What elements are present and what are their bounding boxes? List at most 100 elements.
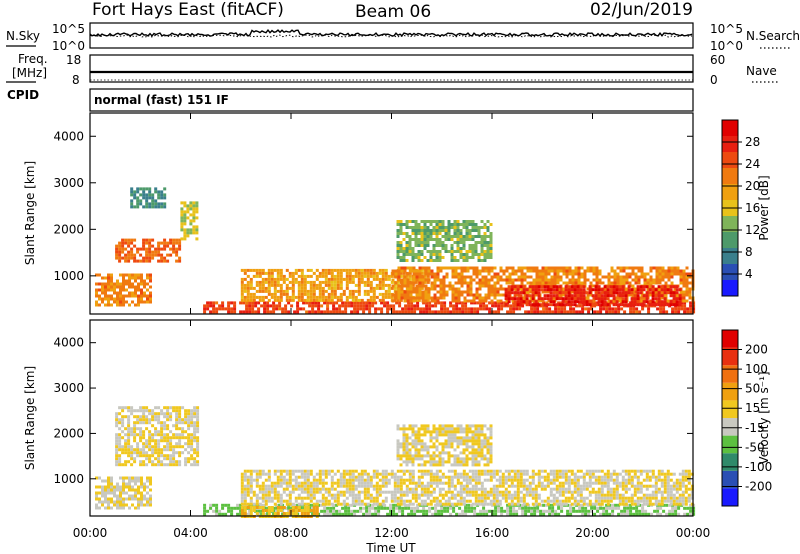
velocity-cell	[133, 451, 137, 455]
power-cell	[282, 292, 286, 296]
power-cell	[360, 277, 364, 281]
velocity-cell	[434, 509, 438, 513]
velocity-cell	[632, 506, 636, 510]
power-cell	[438, 232, 442, 235]
power-cell	[414, 232, 418, 235]
velocity-cell	[369, 496, 373, 500]
power-cell	[272, 307, 276, 311]
velocity-cell	[525, 484, 529, 488]
velocity-cell	[513, 469, 517, 473]
power-cell	[444, 232, 448, 235]
power-cell	[528, 285, 532, 289]
power-cell	[579, 288, 583, 292]
velocity-cell	[477, 472, 481, 476]
velocity-cell	[504, 481, 508, 485]
power-cell	[633, 300, 637, 304]
velocity-cell	[456, 475, 460, 479]
power-cell	[402, 250, 406, 253]
velocity-cell	[279, 502, 283, 506]
velocity-cell	[190, 433, 194, 437]
velocity-cell	[674, 509, 678, 513]
velocity-cell	[408, 469, 412, 473]
power-cell	[351, 289, 355, 293]
power-cell	[321, 268, 325, 272]
velocity-cell	[435, 499, 439, 503]
power-cell	[664, 293, 668, 297]
power-cell	[500, 304, 504, 308]
power-cell	[429, 220, 433, 223]
power-cell	[456, 220, 460, 223]
power-cell	[609, 291, 613, 295]
power-cell	[157, 190, 161, 194]
velocity-cell	[525, 469, 529, 473]
power-cell	[246, 274, 250, 278]
power-cell	[399, 229, 403, 232]
power-cell	[494, 310, 498, 314]
velocity-cell	[175, 427, 179, 431]
power-cell	[436, 296, 440, 300]
power-cell	[570, 300, 574, 304]
velocity-cell	[447, 499, 451, 503]
power-cell	[456, 235, 460, 238]
velocity-cell	[336, 496, 340, 500]
power-cell	[139, 199, 143, 203]
power-cell	[169, 247, 173, 251]
power-cell	[140, 300, 143, 304]
velocity-cell	[360, 469, 364, 473]
power-cell	[438, 241, 442, 244]
power-cell	[278, 307, 282, 311]
power-cell	[430, 296, 434, 300]
power-cell	[420, 268, 424, 272]
velocity-cell	[190, 418, 194, 422]
velocity-cell	[136, 454, 140, 458]
power-cell	[383, 304, 387, 308]
power-cell	[427, 293, 431, 297]
power-cell	[411, 250, 415, 253]
velocity-cell	[273, 472, 277, 476]
power-cell	[456, 241, 460, 244]
power-cell	[321, 298, 325, 302]
power-cell	[671, 310, 675, 314]
power-cell	[218, 304, 222, 308]
velocity-cell	[196, 451, 200, 455]
velocity-cell	[420, 499, 424, 503]
power-cell	[281, 310, 285, 314]
power-cell	[664, 272, 668, 276]
power-cell	[634, 281, 638, 285]
power-cell	[655, 272, 659, 276]
velocity-cell	[151, 454, 155, 458]
velocity-cell	[175, 412, 179, 416]
power-cell	[576, 288, 580, 292]
velocity-cell	[134, 479, 137, 483]
power-cell	[676, 266, 680, 270]
power-cell	[449, 301, 453, 305]
velocity-cell	[495, 469, 499, 473]
power-cell	[409, 290, 413, 294]
velocity-cell	[480, 469, 484, 473]
power-cell	[458, 301, 462, 305]
velocity-cell	[369, 475, 373, 479]
velocity-cell	[264, 502, 268, 506]
velocity-cell	[285, 512, 289, 515]
power-cell	[145, 205, 149, 209]
power-cell	[470, 307, 474, 311]
velocity-cell	[172, 457, 176, 461]
power-cell	[421, 296, 425, 300]
power-cell	[296, 304, 300, 308]
power-cell	[124, 247, 128, 251]
velocity-cell	[196, 418, 200, 422]
velocity-cell	[260, 512, 264, 516]
power-cell	[151, 250, 155, 254]
power-cell	[189, 231, 193, 235]
power-cell	[397, 266, 401, 270]
power-cell	[522, 300, 526, 304]
power-cell	[634, 266, 638, 270]
power-cell	[689, 304, 693, 308]
velocity-cell	[115, 451, 119, 455]
power-cell	[130, 190, 134, 194]
velocity-cell	[215, 512, 219, 516]
power-cell	[621, 303, 625, 307]
power-cell	[491, 304, 495, 308]
power-cell	[411, 220, 415, 223]
